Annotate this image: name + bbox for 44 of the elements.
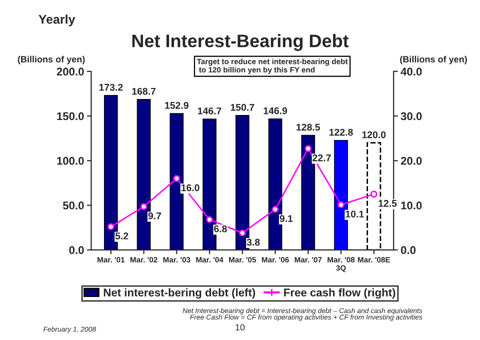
y-tick-label: 150.0 <box>57 112 84 120</box>
point <box>206 216 214 224</box>
y-tick-label: 50.0 <box>62 202 84 210</box>
point <box>338 201 344 208</box>
data-label: 22.7 <box>312 154 331 162</box>
data-label: 9.1 <box>280 215 293 222</box>
data-label: 152.9 <box>165 102 188 109</box>
point <box>238 229 246 236</box>
point <box>107 223 114 230</box>
data-label: 128.5 <box>296 124 320 131</box>
y2-tick-label: 40.0 <box>400 68 422 76</box>
point <box>370 190 378 198</box>
y2-tick-label: 30.0 <box>400 112 422 120</box>
text: 10 <box>236 324 245 331</box>
legend-label: Net interest-bering debt (left) <box>104 288 256 299</box>
data-label: 168.7 <box>132 88 156 95</box>
point <box>173 175 180 182</box>
y-axis-title: (Billions of yen) <box>18 56 85 64</box>
legend-label: Free cash flow (right) <box>284 288 396 299</box>
data-label: 3.8 <box>246 238 260 246</box>
data-label: 120.0 <box>362 131 386 138</box>
data-label: 9.7 <box>148 212 162 220</box>
data-label: 173.2 <box>99 84 123 91</box>
y-tick-label: 0.0 <box>69 246 84 254</box>
data-label: 10.1 <box>346 210 364 218</box>
point <box>304 145 312 152</box>
point <box>272 206 279 213</box>
data-label: 122.8 <box>329 128 353 136</box>
data-label: 12.5 <box>378 200 397 207</box>
y2-tick-label: 10.0 <box>401 202 422 210</box>
data-label: 16.0 <box>181 184 200 192</box>
text: Yearly <box>38 14 76 26</box>
data-label: 150.7 <box>230 104 254 111</box>
y2-tick-label: 0.0 <box>400 246 416 254</box>
data-label: 146.7 <box>198 107 222 114</box>
y-tick-label: 200.0 <box>56 68 84 76</box>
data-label: 146.9 <box>264 107 288 114</box>
y2-tick-label: 20.0 <box>400 156 422 165</box>
point <box>140 203 148 210</box>
chart-title: Net Interest-Bearing Debt <box>132 34 349 51</box>
y-tick-label: 100.0 <box>57 156 84 165</box>
data-label: 5.2 <box>115 232 128 240</box>
y2-axis-title: (Billions of yen) <box>400 56 467 64</box>
data-label: 6.8 <box>214 225 227 232</box>
